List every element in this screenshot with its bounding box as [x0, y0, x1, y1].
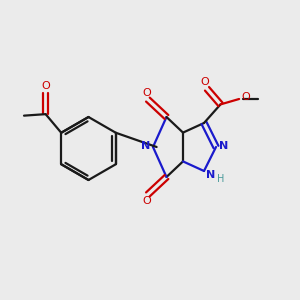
Text: H: H [217, 174, 224, 184]
Text: O: O [241, 92, 250, 103]
Text: N: N [206, 169, 215, 180]
Text: O: O [41, 81, 50, 91]
Text: O: O [142, 196, 151, 206]
Text: O: O [142, 88, 151, 98]
Text: N: N [219, 140, 228, 151]
Text: N: N [142, 141, 151, 151]
Text: O: O [200, 77, 209, 87]
